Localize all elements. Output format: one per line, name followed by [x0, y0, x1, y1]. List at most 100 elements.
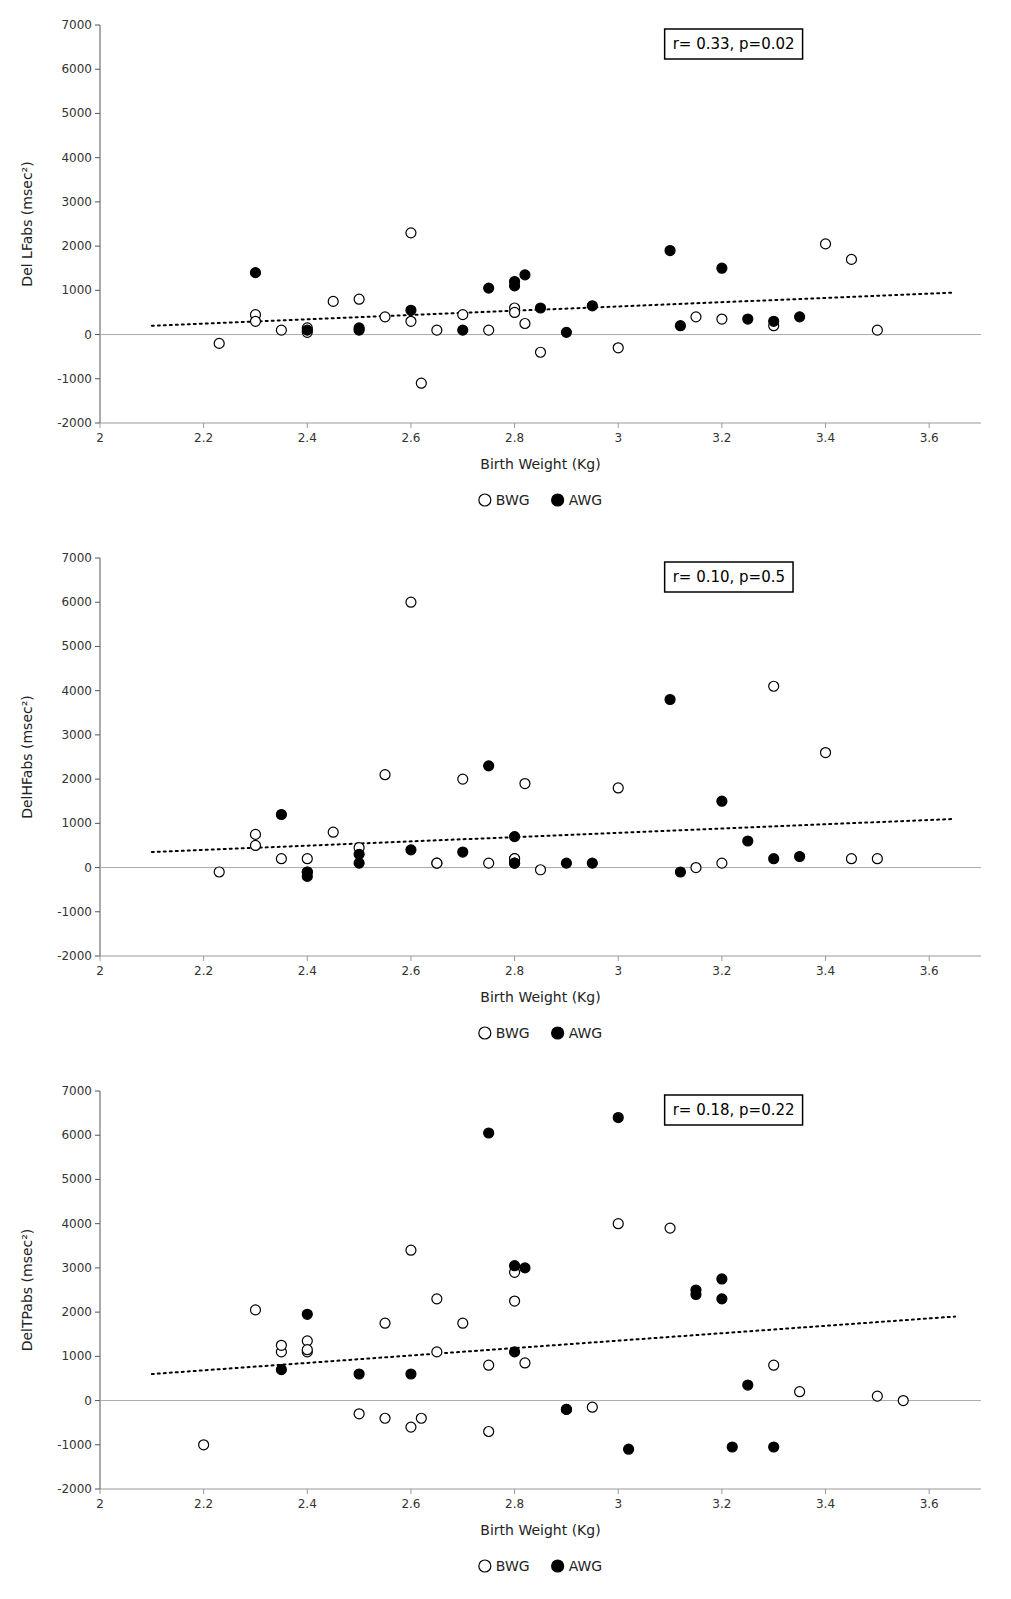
- legend-marker: [479, 1027, 491, 1039]
- point: [416, 1413, 426, 1423]
- point: [665, 1223, 675, 1233]
- point: [250, 829, 260, 839]
- y-tick: [95, 69, 100, 70]
- point: [484, 761, 494, 771]
- point: [717, 1294, 727, 1304]
- point: [510, 1347, 520, 1357]
- x-tick-label: 2.6: [401, 1497, 420, 1511]
- legend-label: AWG: [569, 492, 603, 508]
- x-tick: [410, 423, 411, 428]
- point: [769, 854, 779, 864]
- x-tick: [203, 423, 204, 428]
- annotation-text: r= 0.33, p=0.02: [673, 35, 795, 53]
- point: [898, 1396, 908, 1406]
- point: [302, 1309, 312, 1319]
- x-tick-label: 2.2: [194, 964, 213, 978]
- y-tick: [95, 25, 100, 26]
- y-axis-line: [100, 25, 101, 423]
- x-tick-label: 2.8: [505, 431, 524, 445]
- x-tick-label: 3.2: [712, 431, 731, 445]
- plot-area: [100, 1113, 981, 1455]
- point: [406, 1369, 416, 1379]
- legend-marker: [479, 494, 491, 506]
- point: [406, 845, 416, 855]
- y-tick: [95, 1312, 100, 1313]
- y-tick-label: 1000: [61, 283, 92, 297]
- point: [354, 323, 364, 333]
- legend-item: AWG: [552, 492, 603, 508]
- y-axis-line: [100, 1091, 101, 1489]
- y-tick-label: 6000: [61, 62, 92, 76]
- annotation-text: r= 0.10, p=0.5: [673, 568, 785, 586]
- point: [214, 338, 224, 348]
- point: [520, 270, 530, 280]
- x-tick: [307, 1489, 308, 1494]
- point: [302, 871, 312, 881]
- x-tick: [100, 423, 101, 428]
- y-tick: [95, 1135, 100, 1136]
- point: [536, 865, 546, 875]
- point: [406, 228, 416, 238]
- x-tick: [100, 956, 101, 961]
- y-tick: [95, 1179, 100, 1180]
- y-tick: [95, 1489, 100, 1490]
- x-tick-label: 3.4: [816, 431, 835, 445]
- legend-item: BWG: [479, 1025, 530, 1041]
- y-tick: [95, 290, 100, 291]
- point: [484, 1427, 494, 1437]
- y-tick-label: 2000: [61, 772, 92, 786]
- point: [406, 597, 416, 607]
- x-axis-label: Birth Weight (Kg): [480, 1522, 600, 1538]
- zero-line: [100, 334, 981, 335]
- y-tick: [95, 911, 100, 912]
- point: [795, 1387, 805, 1397]
- zero-line: [100, 1400, 981, 1401]
- point: [717, 314, 727, 324]
- point: [484, 325, 494, 335]
- x-tick-label: 2: [96, 431, 104, 445]
- point: [250, 1305, 260, 1315]
- y-tick: [95, 646, 100, 647]
- point: [276, 1365, 286, 1375]
- x-tick-label: 3.6: [920, 964, 939, 978]
- point: [416, 378, 426, 388]
- x-tick: [203, 1489, 204, 1494]
- panel: -2000-1000010002000300040005000600070002…: [19, 18, 981, 508]
- y-tick-label: 0: [84, 1394, 92, 1408]
- point: [624, 1444, 634, 1454]
- point: [354, 858, 364, 868]
- y-tick-label: 5000: [61, 106, 92, 120]
- x-tick: [721, 1489, 722, 1494]
- y-tick: [95, 1223, 100, 1224]
- x-tick-label: 2.8: [505, 1497, 524, 1511]
- point: [484, 1360, 494, 1370]
- y-tick-label: 2000: [61, 239, 92, 253]
- y-tick: [95, 1267, 100, 1268]
- point: [691, 1289, 701, 1299]
- point: [276, 854, 286, 864]
- x-tick-label: 2.4: [298, 431, 317, 445]
- y-tick-label: 7000: [61, 551, 92, 565]
- legend: BWG AWG: [479, 492, 602, 508]
- point: [561, 858, 571, 868]
- x-axis-label: Birth Weight (Kg): [480, 456, 600, 472]
- y-tick: [95, 1400, 100, 1401]
- y-tick-label: 4000: [61, 1217, 92, 1231]
- point: [769, 1442, 779, 1452]
- point: [250, 268, 260, 278]
- point: [536, 303, 546, 313]
- point: [406, 305, 416, 315]
- x-tick-label: 3.4: [816, 1497, 835, 1511]
- legend-item: BWG: [479, 492, 530, 508]
- point: [432, 858, 442, 868]
- x-tick: [618, 956, 619, 961]
- point: [561, 327, 571, 337]
- point: [432, 858, 442, 868]
- point: [743, 836, 753, 846]
- x-tick: [721, 956, 722, 961]
- point: [846, 854, 856, 864]
- y-tick-label: 5000: [61, 1172, 92, 1186]
- legend-marker: [552, 1027, 564, 1039]
- y-tick-label: 3000: [61, 1261, 92, 1275]
- trend-line: [152, 293, 955, 326]
